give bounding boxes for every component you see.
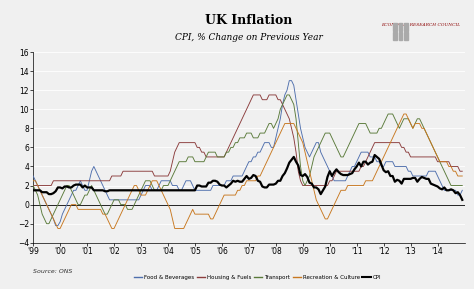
Legend: Food & Beverages, Housing & Fuels, Transport, Recreation & Culture, CPI: Food & Beverages, Housing & Fuels, Trans…: [132, 273, 383, 282]
Bar: [399, 23, 402, 31]
Bar: [393, 32, 397, 40]
Bar: [399, 32, 402, 40]
Text: UK Inflation: UK Inflation: [205, 14, 292, 27]
Bar: [404, 23, 408, 31]
Text: CPI, % Change on Previous Year: CPI, % Change on Previous Year: [175, 34, 323, 42]
Text: ECONOMIC RESEARCH COUNCIL: ECONOMIC RESEARCH COUNCIL: [381, 23, 460, 27]
Bar: [404, 32, 408, 40]
Bar: [393, 23, 397, 31]
Text: Source: ONS: Source: ONS: [33, 269, 73, 275]
